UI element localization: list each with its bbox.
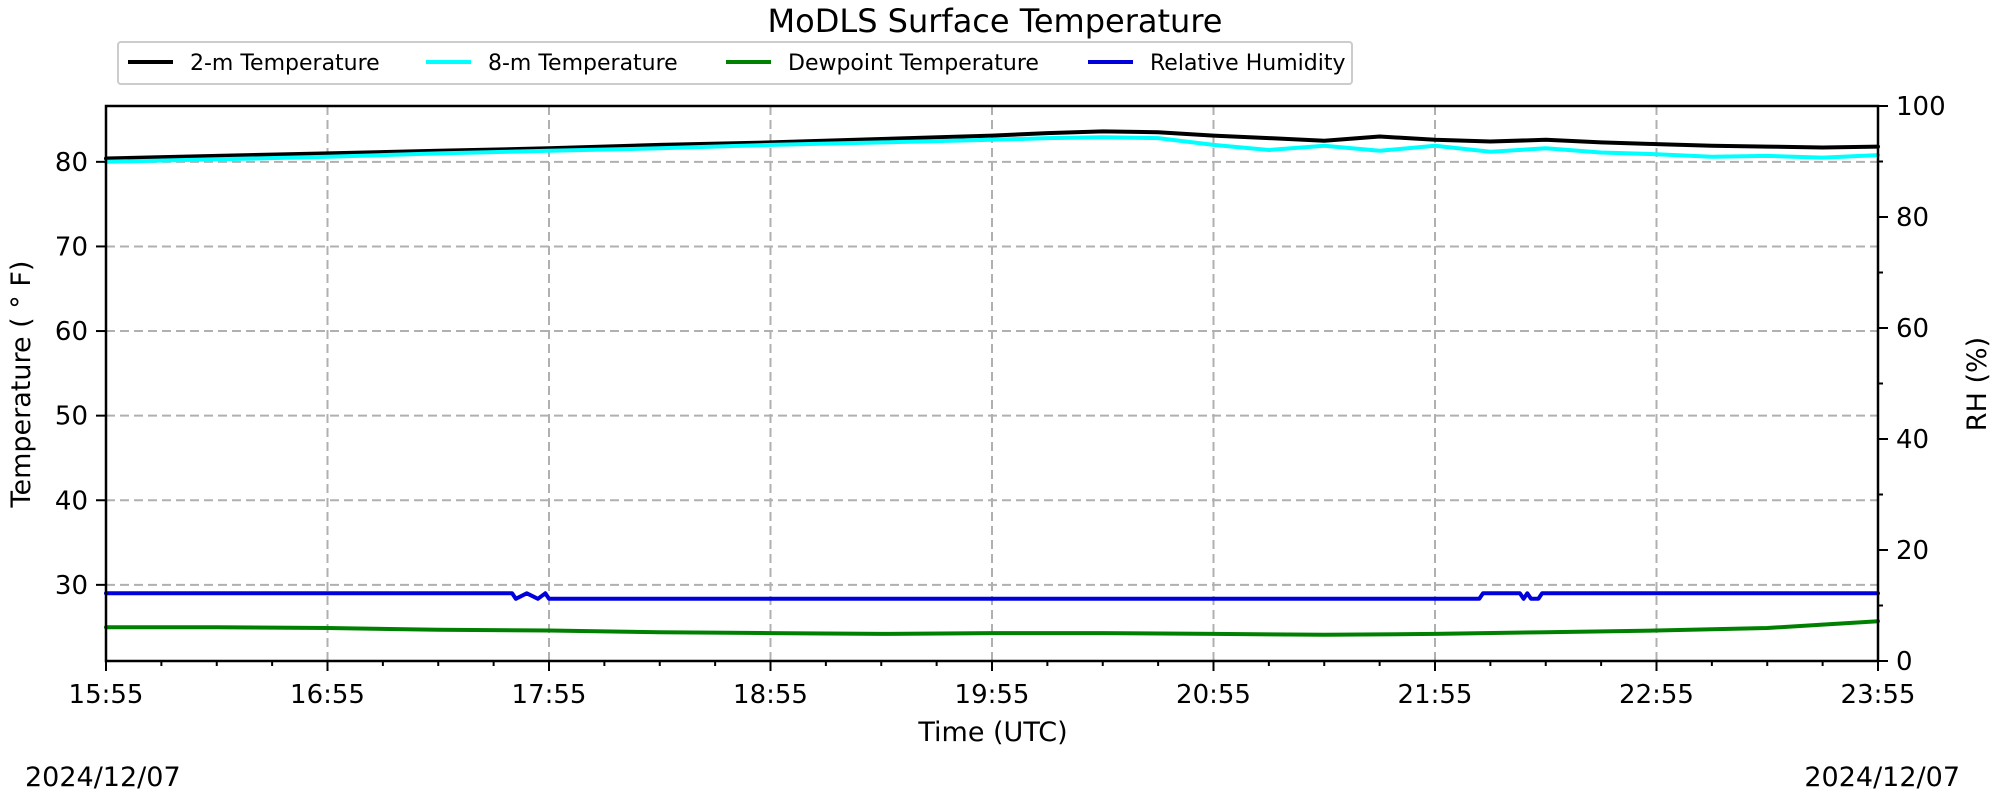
x-tick-label: 18:55 bbox=[733, 680, 808, 710]
y2-axis-label: RH (%) bbox=[1962, 337, 1993, 431]
legend-label-relative-humidity: Relative Humidity bbox=[1150, 51, 1345, 76]
chart-title: MoDLS Surface Temperature bbox=[768, 2, 1223, 40]
series-line-2-m-temperature bbox=[104, 129, 1880, 161]
x-tick-label: 20:55 bbox=[1176, 680, 1251, 710]
y2-tick-label: 80 bbox=[1896, 203, 1929, 233]
y2-tick-label: 40 bbox=[1896, 425, 1929, 455]
y-tick-label: 30 bbox=[55, 571, 88, 601]
series-line-8-m-temperature bbox=[104, 135, 1880, 164]
series-line-dewpoint-temperature bbox=[104, 619, 1880, 637]
y-tick-label: 40 bbox=[55, 486, 88, 516]
x-axis: 15:55 16:55 17:55 18:55 19:55 20:55 21:55 22:55… bbox=[69, 661, 1916, 710]
x-axis-label: Time (UTC) bbox=[917, 717, 1067, 748]
legend: 2-m Temperature 8-m Temperature Dewpoint T… bbox=[117, 41, 1353, 85]
grid-lines bbox=[106, 106, 1878, 661]
date-left: 2024/12/07 bbox=[25, 762, 181, 793]
y2-tick-label: 100 bbox=[1896, 92, 1946, 122]
date-right: 2024/12/07 bbox=[1804, 762, 1960, 793]
y-axis-left: 30 40 50 60 70 80 bbox=[55, 148, 106, 601]
x-tick-label: 16:55 bbox=[290, 680, 365, 710]
x-tick-label: 21:55 bbox=[1398, 680, 1473, 710]
y-axis-label: Temperature ( ° F) bbox=[6, 261, 37, 509]
y-axis-right: 0 20 40 60 80 100 bbox=[1878, 92, 1946, 677]
plot-frame bbox=[104, 104, 1880, 663]
x-tick-label: 23:55 bbox=[1841, 680, 1916, 710]
y-tick-label: 80 bbox=[55, 148, 88, 178]
y2-tick-label: 60 bbox=[1896, 314, 1929, 344]
y-tick-label: 60 bbox=[55, 317, 88, 347]
x-tick-label: 22:55 bbox=[1619, 680, 1694, 710]
x-tick-label: 19:55 bbox=[955, 680, 1030, 710]
x-tick-label: 17:55 bbox=[512, 680, 587, 710]
y-tick-label: 70 bbox=[55, 232, 88, 262]
series-lines bbox=[104, 129, 1880, 637]
legend-label-dewpoint-temperature: Dewpoint Temperature bbox=[788, 51, 1039, 76]
legend-label-2-m-temperature: 2-m Temperature bbox=[190, 51, 380, 76]
y2-tick-label: 20 bbox=[1896, 536, 1929, 566]
legend-label-8-m-temperature: 8-m Temperature bbox=[488, 51, 678, 76]
y-tick-label: 50 bbox=[55, 402, 88, 432]
series-line-relative-humidity bbox=[104, 591, 1880, 601]
y2-tick-label: 0 bbox=[1896, 647, 1913, 677]
x-tick-label: 15:55 bbox=[69, 680, 144, 710]
